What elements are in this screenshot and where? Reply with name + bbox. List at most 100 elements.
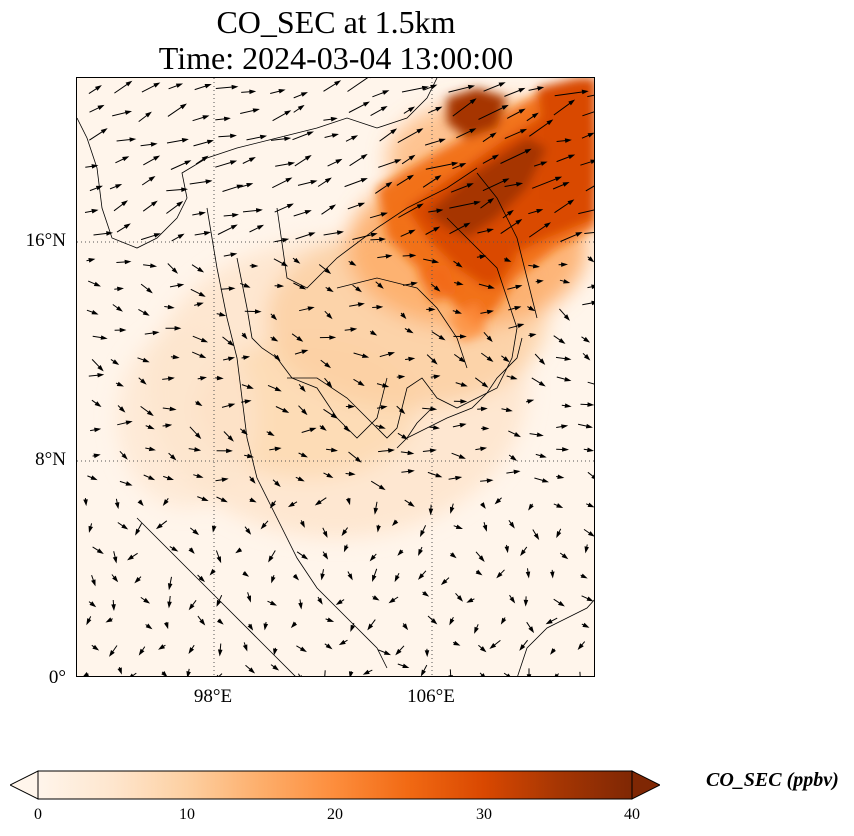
wind-arrow-head <box>199 618 206 626</box>
wind-arrow-head <box>153 82 161 88</box>
wind-arrow-head <box>229 160 238 165</box>
colorbar-extend-min <box>10 770 39 800</box>
wind-arrow-head <box>428 508 434 516</box>
wind-arrow-head <box>343 545 349 553</box>
wind-arrow-head <box>111 604 116 612</box>
wind-arrow-head <box>155 523 163 530</box>
wind-arrow-head <box>536 208 544 214</box>
wind-arrow-head <box>88 258 96 263</box>
wind-arrow-head <box>438 138 446 144</box>
wind-arrow-head <box>242 571 250 577</box>
wind-arrow-head <box>357 302 365 307</box>
wind-arrow <box>554 91 586 97</box>
wind-arrow-head <box>146 287 153 294</box>
wind-arrow-head <box>162 499 169 507</box>
wind-arrow-head <box>91 309 99 315</box>
wind-arrow <box>529 120 552 137</box>
wind-arrow-head <box>94 401 102 407</box>
wind-arrow-head <box>307 306 315 311</box>
wind-arrow-head <box>172 354 180 360</box>
wind-arrow-head <box>202 115 210 120</box>
wind-arrow-head <box>181 137 189 143</box>
wind-arrow-head <box>96 548 104 554</box>
wind-arrow-head <box>587 402 594 407</box>
wind-arrow-head <box>401 434 409 440</box>
wind-arrow-head <box>330 412 338 419</box>
wind-arrow-head <box>562 447 569 452</box>
wind-arrow-head <box>326 472 334 479</box>
wind-arrow-head <box>458 356 466 363</box>
wind-arrow-head <box>326 312 333 320</box>
wind-arrow-head <box>528 305 536 312</box>
wind-arrow-head <box>242 355 251 360</box>
wind-arrow-head <box>463 222 471 228</box>
wind-arrow-head <box>469 98 477 105</box>
wind-arrow-head <box>487 197 495 204</box>
wind-arrow-head <box>92 644 100 651</box>
wind-arrow-head <box>198 211 206 216</box>
wind-arrow-head <box>486 309 494 315</box>
wind-arrow-head <box>475 569 483 576</box>
wind-arrow-head <box>430 84 438 90</box>
wind-arrow <box>298 673 301 676</box>
wind-arrow-head <box>382 382 390 388</box>
wind-arrow-head <box>422 590 430 597</box>
wind-arrow-head <box>83 672 89 676</box>
wind-arrow-head <box>118 406 126 413</box>
wind-arrow-head <box>121 523 129 530</box>
wind-arrow-head <box>505 407 513 412</box>
wind-arrow-head <box>263 623 269 631</box>
wind-arrow-head <box>351 135 359 141</box>
wind-arrow-head <box>204 84 212 89</box>
wind-arrow <box>131 672 137 676</box>
wind-arrow-head <box>410 281 418 287</box>
wind-arrow-head <box>91 208 99 214</box>
wind-arrow-head <box>575 231 583 237</box>
wind-arrow-head <box>124 110 133 115</box>
wind-arrow-head <box>83 499 88 507</box>
wind-arrow <box>500 220 521 235</box>
wind-arrow-head <box>192 529 200 536</box>
wind-arrow-head <box>227 435 234 442</box>
wind-arrow <box>579 671 581 676</box>
graticule <box>77 78 594 676</box>
wind-arrow-head <box>273 648 278 656</box>
wind-arrow-head <box>167 583 173 591</box>
wind-arrow-head <box>150 142 158 147</box>
wind-arrow-head <box>196 302 204 307</box>
wind-arrow-head <box>105 617 113 623</box>
wind-arrow <box>324 670 326 676</box>
wind-arrow-head <box>550 648 556 655</box>
wind-arrow-head <box>394 575 400 583</box>
wind-arrow-head <box>435 472 443 478</box>
wind-arrow <box>578 209 594 215</box>
wind-arrow-head <box>357 380 365 386</box>
wind-arrow-head <box>308 232 316 237</box>
wind-arrow-head <box>282 238 290 243</box>
wind-arrow-head <box>130 673 134 676</box>
wind-arrow-head <box>270 313 278 321</box>
wind-arrow-head <box>249 89 257 95</box>
wind-arrow-head <box>540 161 548 166</box>
wind-arrow-head <box>216 375 224 381</box>
wind-arrow-head <box>382 90 390 95</box>
wind-arrow-head <box>563 279 571 284</box>
wind-arrow-head <box>188 547 195 554</box>
wind-arrow <box>587 94 594 98</box>
wind-arrow <box>587 471 594 478</box>
wind-arrow-head <box>455 524 463 530</box>
wind-arrow-head <box>385 254 393 259</box>
wind-arrow-head <box>584 546 589 554</box>
wind-arrow-head <box>203 230 211 236</box>
colorbar-gradient <box>37 770 633 800</box>
wind-arrow-head <box>424 650 430 658</box>
wind-arrow-head <box>216 556 222 564</box>
wind-arrow-head <box>198 291 206 297</box>
wind-arrow-head <box>171 546 179 552</box>
wind-arrow-head <box>300 452 308 458</box>
wind-arrow-head <box>246 453 254 459</box>
wind-arrow-head <box>232 212 239 218</box>
wind-arrow-head <box>529 332 537 338</box>
wind-arrow-head <box>409 253 417 258</box>
wind-arrow-head <box>93 453 101 459</box>
